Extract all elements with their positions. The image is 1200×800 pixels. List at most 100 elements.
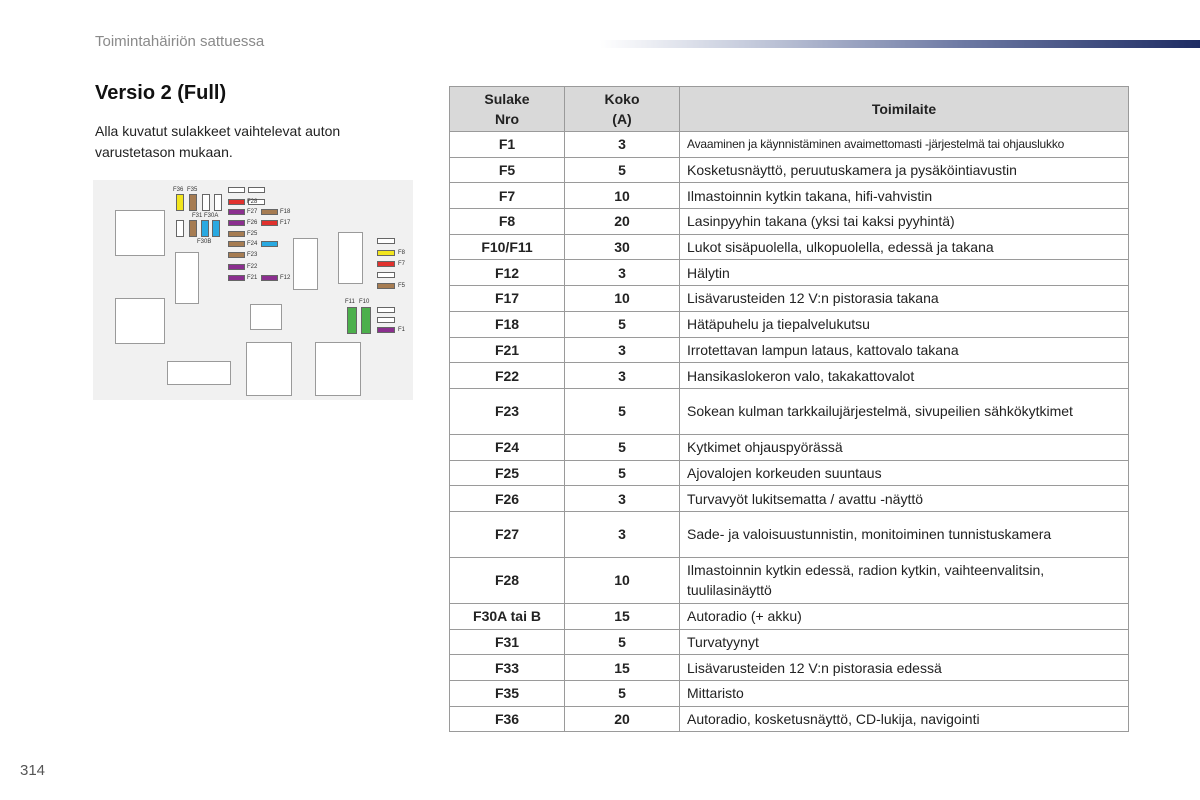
table-row: F17 10 Lisävarusteiden 12 V:n pistorasia t… xyxy=(449,285,1129,312)
fuse-number-cell: F1 xyxy=(449,131,565,158)
table-row: F18 5 Hätäpuhelu ja tiepalvelukutsu xyxy=(449,310,1129,338)
fuse-f24 xyxy=(228,241,245,247)
table-row: F25 5 Ajovalojen korkeuden suuntaus xyxy=(449,459,1129,487)
fuse-f30-mid xyxy=(201,220,209,237)
fuse-f27 xyxy=(228,209,245,215)
fuse-function-cell: Lukot sisäpuolella, ulkopuolella, edessä… xyxy=(679,233,1129,261)
table-row: F36 20 Autoradio, kosketusnäyttö, CD-lukij… xyxy=(449,705,1129,733)
section-title: Versio 2 (Full) xyxy=(95,82,227,104)
fuse-f17 xyxy=(261,220,278,226)
table-row: F27 3 Sade- ja valoisuustunnistin, monitoi… xyxy=(449,510,1129,558)
fuse-number-cell: F35 xyxy=(449,680,565,707)
fuse-number-cell: F36 xyxy=(449,705,565,733)
fuse-label: F8 xyxy=(398,250,406,256)
fuse-f23 xyxy=(228,252,245,258)
column-header-function: Toimilaite xyxy=(679,86,1129,132)
table-row: F7 10 Ilmastoinnin kytkin takana, hifi-vah… xyxy=(449,182,1129,210)
fuse-slot xyxy=(248,187,265,193)
fuse-label: F5 xyxy=(398,283,406,289)
fuse-slot xyxy=(377,238,395,244)
diagram-block xyxy=(175,252,199,304)
diagram-block xyxy=(338,232,363,284)
fuse-f5 xyxy=(377,283,395,289)
fuse-f8 xyxy=(377,250,395,256)
fuse-slot xyxy=(377,307,395,313)
table-row: F26 3 Turvavyöt lukitsematta / avattu -näy… xyxy=(449,485,1129,512)
diagram-block xyxy=(115,298,165,344)
fuse-amperage-cell: 5 xyxy=(564,680,680,707)
fuse-label: F11 xyxy=(345,299,355,305)
table-row: F12 3 Hälytin xyxy=(449,259,1129,287)
fuse-number-cell: F17 xyxy=(449,285,565,312)
fuse-amperage-cell: 5 xyxy=(564,310,680,338)
table-row: F22 3 Hansikaslokeron valo, takakattovalot xyxy=(449,362,1129,389)
fuse-function-cell: Hansikaslokeron valo, takakattovalot xyxy=(679,362,1129,389)
fuse-f25 xyxy=(228,231,245,237)
fuse-number-cell: F24 xyxy=(449,433,565,461)
fuse-function-cell: Autoradio (+ akku) xyxy=(679,602,1129,630)
fuse-function-cell: Avaaminen ja käynnistäminen avaimettomas… xyxy=(679,131,1129,158)
fuse-amperage-cell: 10 xyxy=(564,285,680,312)
fuse-label: F12 xyxy=(280,275,291,281)
fuse-number-cell: F23 xyxy=(449,387,565,435)
fuse-label: F23 xyxy=(247,252,258,258)
fuse-f15 xyxy=(261,241,278,247)
diagram-block xyxy=(167,361,231,385)
fuse-function-cell: Lasinpyyhin takana (yksi tai kaksi pyyhi… xyxy=(679,208,1129,235)
fuse-function-cell: Lisävarusteiden 12 V:n pistorasia takana xyxy=(679,285,1129,312)
fuse-label: F36 xyxy=(173,187,184,193)
table-row: F10/F11 30 Lukot sisäpuolella, ulkopuolell… xyxy=(449,233,1129,261)
fuse-function-cell: Ilmastoinnin kytkin takana, hifi-vahvist… xyxy=(679,182,1129,210)
fuse-function-cell: Sade- ja valoisuustunnistin, monitoimine… xyxy=(679,510,1129,558)
table-row: F21 3 Irrotettavan lampun lataus, kattoval… xyxy=(449,336,1129,364)
diagram-block xyxy=(315,342,361,396)
fuse-f10 xyxy=(361,307,371,334)
fuse-f7 xyxy=(377,261,395,267)
header-decoration-bar xyxy=(600,40,1200,48)
fuse-label: F21 xyxy=(247,275,258,281)
fuse-label: F18 xyxy=(280,209,291,215)
fuse-amperage-cell: 20 xyxy=(564,705,680,733)
fuse-function-cell: Turvatyynyt xyxy=(679,628,1129,656)
fuse-function-cell: Ilmastoinnin kytkin edessä, radion kytki… xyxy=(679,556,1129,604)
table-row: F8 20 Lasinpyyhin takana (yksi tai kaksi p… xyxy=(449,208,1129,235)
fuse-slot xyxy=(377,317,395,323)
column-header-nro: Sulake Nro xyxy=(449,86,565,132)
fuse-f26 xyxy=(228,220,245,226)
fuse-function-cell: Mittaristo xyxy=(679,680,1129,707)
fuse-function-cell: Turvavyöt lukitsematta / avattu -näyttö xyxy=(679,485,1129,512)
fuse-function-cell: Hätäpuhelu ja tiepalvelukutsu xyxy=(679,310,1129,338)
fuse-slot xyxy=(228,187,245,193)
fuse-amperage-cell: 20 xyxy=(564,208,680,235)
fuse-number-cell: F18 xyxy=(449,310,565,338)
fuse-f33 xyxy=(176,220,184,237)
fuse-table: Sulake Nro Koko (A) Toimilaite F1 3 Avaami… xyxy=(449,86,1129,733)
fuse-number-cell: F7 xyxy=(449,182,565,210)
fuse-f22 xyxy=(228,264,245,270)
fuse-label: F30A xyxy=(204,213,219,219)
fuse-amperage-cell: 3 xyxy=(564,131,680,158)
fuse-amperage-cell: 5 xyxy=(564,387,680,435)
table-row: F35 5 Mittaristo xyxy=(449,680,1129,707)
fuse-amperage-cell: 3 xyxy=(564,362,680,389)
fuse-number-cell: F31 xyxy=(449,628,565,656)
fuse-amperage-cell: 3 xyxy=(564,510,680,558)
fuse-label: F22 xyxy=(247,264,258,270)
fuse-number-cell: F33 xyxy=(449,654,565,681)
fuse-amperage-cell: 3 xyxy=(564,336,680,364)
fuse-number-cell: F10/F11 xyxy=(449,233,565,261)
fuse-label: F1 xyxy=(398,327,406,333)
diagram-block xyxy=(250,304,282,330)
fuse-f30a xyxy=(214,194,222,211)
diagram-block xyxy=(115,210,165,256)
fuse-f12 xyxy=(261,275,278,281)
fuse-number-cell: F8 xyxy=(449,208,565,235)
fuse-function-cell: Hälytin xyxy=(679,259,1129,287)
running-header: Toimintahäiriön sattuessa xyxy=(95,33,265,50)
fuse-label: F31 xyxy=(192,213,203,219)
fuse-amperage-cell: 30 xyxy=(564,233,680,261)
fuse-label: F17 xyxy=(280,220,291,226)
fuse-function-cell: Irrotettavan lampun lataus, kattovalo ta… xyxy=(679,336,1129,364)
fuse-f28-spare xyxy=(248,199,265,205)
fuse-label: F27 xyxy=(247,209,258,215)
